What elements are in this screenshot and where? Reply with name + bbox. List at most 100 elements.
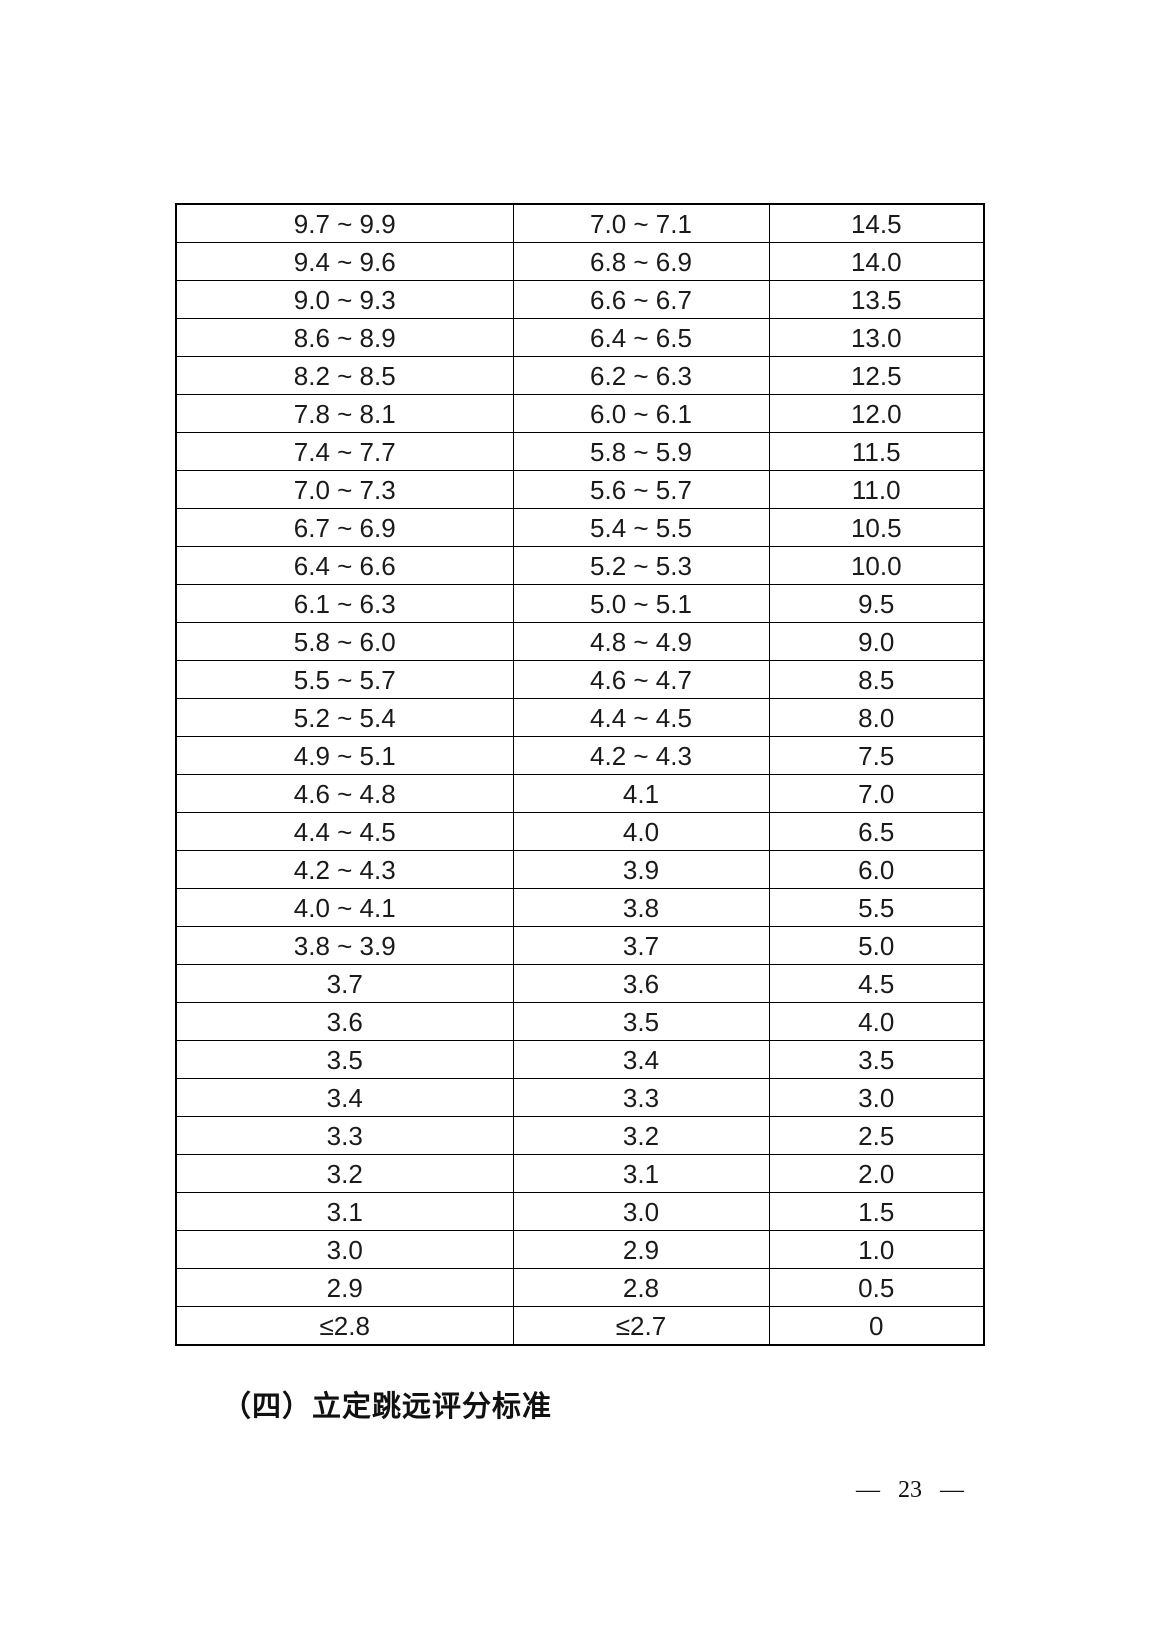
table-cell: 14.5 xyxy=(768,203,985,243)
table-cell: 3.9 xyxy=(512,850,770,889)
table-cell: 3.0 xyxy=(512,1192,770,1231)
table-cell: 6.5 xyxy=(768,812,985,851)
table-cell: 4.0 xyxy=(512,812,770,851)
table-cell: 8.0 xyxy=(768,698,985,737)
table-cell: 6.0 ~ 6.1 xyxy=(512,394,770,433)
table-cell: 3.5 xyxy=(175,1040,514,1079)
table-cell: 5.8 ~ 6.0 xyxy=(175,622,514,661)
table-row: 4.6 ~ 4.8 4.1 7.0 xyxy=(175,774,985,813)
table-cell: 4.6 ~ 4.7 xyxy=(512,660,770,699)
table-cell: 1.5 xyxy=(768,1192,985,1231)
table-cell: 3.7 xyxy=(512,926,770,965)
table-row: 8.6 ~ 8.9 6.4 ~ 6.5 13.0 xyxy=(175,318,985,357)
table-row: 9.7 ~ 9.9 7.0 ~ 7.1 14.5 xyxy=(175,203,985,243)
table-row: 2.9 2.8 0.5 xyxy=(175,1268,985,1307)
table-row: 3.2 3.1 2.0 xyxy=(175,1154,985,1193)
table-cell: 3.2 xyxy=(512,1116,770,1155)
table-row: 7.4 ~ 7.7 5.8 ~ 5.9 11.5 xyxy=(175,432,985,471)
table-cell: 9.0 xyxy=(768,622,985,661)
table-row: 4.4 ~ 4.5 4.0 6.5 xyxy=(175,812,985,851)
table-cell: 9.7 ~ 9.9 xyxy=(175,203,514,243)
table-cell: 5.8 ~ 5.9 xyxy=(512,432,770,471)
table-cell: 2.5 xyxy=(768,1116,985,1155)
table-row: 6.1 ~ 6.3 5.0 ~ 5.1 9.5 xyxy=(175,584,985,623)
table-cell: 3.7 xyxy=(175,964,514,1003)
score-table: 9.7 ~ 9.9 7.0 ~ 7.1 14.5 9.4 ~ 9.6 6.8 ~ 6.9… xyxy=(175,203,985,1346)
table-cell: 8.5 xyxy=(768,660,985,699)
table-cell: 3.8 ~ 3.9 xyxy=(175,926,514,965)
table-cell: 3.8 xyxy=(512,888,770,927)
table-cell: 3.2 xyxy=(175,1154,514,1193)
table-cell: 12.5 xyxy=(768,356,985,395)
table-cell: 5.2 ~ 5.3 xyxy=(512,546,770,585)
table-cell: 7.4 ~ 7.7 xyxy=(175,432,514,471)
section-heading: （四）立定跳远评分标准 xyxy=(222,1391,553,1423)
table-cell: 9.4 ~ 9.6 xyxy=(175,242,514,281)
table-cell: ≤2.7 xyxy=(512,1306,770,1346)
table-cell: 6.0 xyxy=(768,850,985,889)
table-cell: 5.2 ~ 5.4 xyxy=(175,698,514,737)
table-cell: 3.3 xyxy=(512,1078,770,1117)
table-cell: 6.1 ~ 6.3 xyxy=(175,584,514,623)
table-cell: 5.6 ~ 5.7 xyxy=(512,470,770,509)
table-cell: 9.0 ~ 9.3 xyxy=(175,280,514,319)
table-cell: 11.0 xyxy=(768,470,985,509)
table-cell: 4.2 ~ 4.3 xyxy=(175,850,514,889)
table-cell: 2.8 xyxy=(512,1268,770,1307)
table-cell: 5.5 ~ 5.7 xyxy=(175,660,514,699)
table-cell: 2.0 xyxy=(768,1154,985,1193)
table-cell: 7.5 xyxy=(768,736,985,775)
table-cell: 3.0 xyxy=(175,1230,514,1269)
table-row: 3.0 2.9 1.0 xyxy=(175,1230,985,1269)
table-row: 3.6 3.5 4.0 xyxy=(175,1002,985,1041)
table-cell: 3.5 xyxy=(768,1040,985,1079)
table-cell: 6.4 ~ 6.5 xyxy=(512,318,770,357)
table-row: 5.8 ~ 6.0 4.8 ~ 4.9 9.0 xyxy=(175,622,985,661)
table-cell: 4.0 xyxy=(768,1002,985,1041)
table-cell: 3.1 xyxy=(175,1192,514,1231)
table-cell: ≤2.8 xyxy=(175,1306,514,1346)
table-cell: 1.0 xyxy=(768,1230,985,1269)
table-row: 7.0 ~ 7.3 5.6 ~ 5.7 11.0 xyxy=(175,470,985,509)
table-row: 3.7 3.6 4.5 xyxy=(175,964,985,1003)
table-row: 4.9 ~ 5.1 4.2 ~ 4.3 7.5 xyxy=(175,736,985,775)
table-cell: 4.5 xyxy=(768,964,985,1003)
table-cell: 3.1 xyxy=(512,1154,770,1193)
table-cell: 6.2 ~ 6.3 xyxy=(512,356,770,395)
table-cell: 5.0 xyxy=(768,926,985,965)
table-cell: 4.4 ~ 4.5 xyxy=(512,698,770,737)
table-cell: 4.4 ~ 4.5 xyxy=(175,812,514,851)
table-row: 4.0 ~ 4.1 3.8 5.5 xyxy=(175,888,985,927)
table-cell: 7.8 ~ 8.1 xyxy=(175,394,514,433)
table-cell: 5.5 xyxy=(768,888,985,927)
table-cell: 11.5 xyxy=(768,432,985,471)
score-table-body: 9.7 ~ 9.9 7.0 ~ 7.1 14.5 9.4 ~ 9.6 6.8 ~ 6.9… xyxy=(175,203,985,1346)
table-cell: 13.5 xyxy=(768,280,985,319)
table-cell: 4.8 ~ 4.9 xyxy=(512,622,770,661)
table-cell: 7.0 xyxy=(768,774,985,813)
page-number: — 23 — xyxy=(856,1477,964,1503)
table-cell: 3.0 xyxy=(768,1078,985,1117)
table-cell: 14.0 xyxy=(768,242,985,281)
table-row: 5.2 ~ 5.4 4.4 ~ 4.5 8.0 xyxy=(175,698,985,737)
table-cell: 13.0 xyxy=(768,318,985,357)
table-cell: 6.8 ~ 6.9 xyxy=(512,242,770,281)
table-cell: 8.2 ~ 8.5 xyxy=(175,356,514,395)
table-cell: 9.5 xyxy=(768,584,985,623)
table-row: 6.4 ~ 6.6 5.2 ~ 5.3 10.0 xyxy=(175,546,985,585)
table-cell: 4.2 ~ 4.3 xyxy=(512,736,770,775)
table-cell: 3.4 xyxy=(175,1078,514,1117)
table-row: 9.4 ~ 9.6 6.8 ~ 6.9 14.0 xyxy=(175,242,985,281)
table-cell: 12.0 xyxy=(768,394,985,433)
table-row: 3.8 ~ 3.9 3.7 5.0 xyxy=(175,926,985,965)
table-row: 3.4 3.3 3.0 xyxy=(175,1078,985,1117)
table-cell: 4.9 ~ 5.1 xyxy=(175,736,514,775)
table-cell: 2.9 xyxy=(512,1230,770,1269)
table-cell: 4.6 ~ 4.8 xyxy=(175,774,514,813)
table-row: 3.1 3.0 1.5 xyxy=(175,1192,985,1231)
table-cell: 7.0 ~ 7.3 xyxy=(175,470,514,509)
table-cell: 6.7 ~ 6.9 xyxy=(175,508,514,547)
table-row: 6.7 ~ 6.9 5.4 ~ 5.5 10.5 xyxy=(175,508,985,547)
table-cell: 2.9 xyxy=(175,1268,514,1307)
